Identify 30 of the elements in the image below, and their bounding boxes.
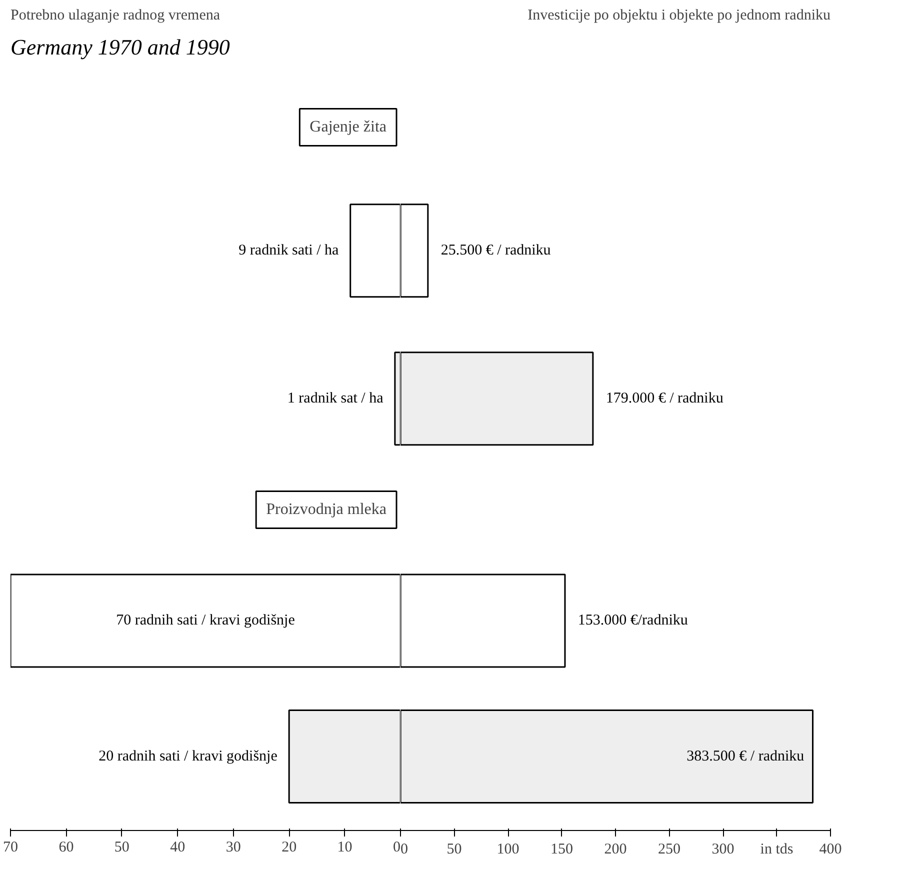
x-tick-label: 30 [226, 840, 241, 856]
x-tick-label: 100 [496, 842, 520, 858]
annotation: 383.500 € / radniku [686, 748, 805, 764]
annotation: 25.500 € / radniku [440, 242, 552, 259]
x-tick-label: 40 [170, 840, 186, 856]
x-tick-label: 200 [604, 842, 627, 858]
data-label: 9 radnik sati / ha [238, 242, 339, 259]
data-label: 1 radnik sat / ha [287, 390, 384, 407]
chart-title: Investicije po objektu i objekte po jednom radniku [528, 8, 831, 24]
text: Germany 1970 and 1990 [10, 34, 230, 60]
x-tick-label: 150 [550, 842, 573, 858]
annotation: 179.000 € / radniku [606, 390, 724, 407]
x-tick-label: 70 [3, 840, 18, 856]
text: Gajenje žita [310, 118, 386, 136]
x-tick-label: 400 [819, 842, 842, 858]
data-label: 20 radnih sati / kravi godišnje [98, 748, 278, 764]
x-tick-label: in tds [760, 842, 794, 858]
x-tick-label: 20 [282, 840, 297, 856]
x-tick-label: 10 [337, 840, 352, 856]
chart-title: Potrebno ulaganje radnog vremena [10, 8, 220, 24]
x-tick-label: 250 [658, 842, 680, 858]
x-tick-label: 50 [114, 840, 130, 856]
x-tick-label: 50 [446, 842, 462, 858]
x-tick-label: 0 [393, 840, 400, 856]
x-tick-label: 0 [400, 842, 408, 858]
data-label: 70 radnih sati / kravi godišnje [116, 612, 296, 629]
annotation: Proizvodnja mleka [266, 501, 387, 518]
annotation: 153.000 €/radniku [578, 612, 688, 629]
x-tick-label: 300 [712, 842, 734, 858]
x-tick-label: 60 [58, 840, 74, 856]
